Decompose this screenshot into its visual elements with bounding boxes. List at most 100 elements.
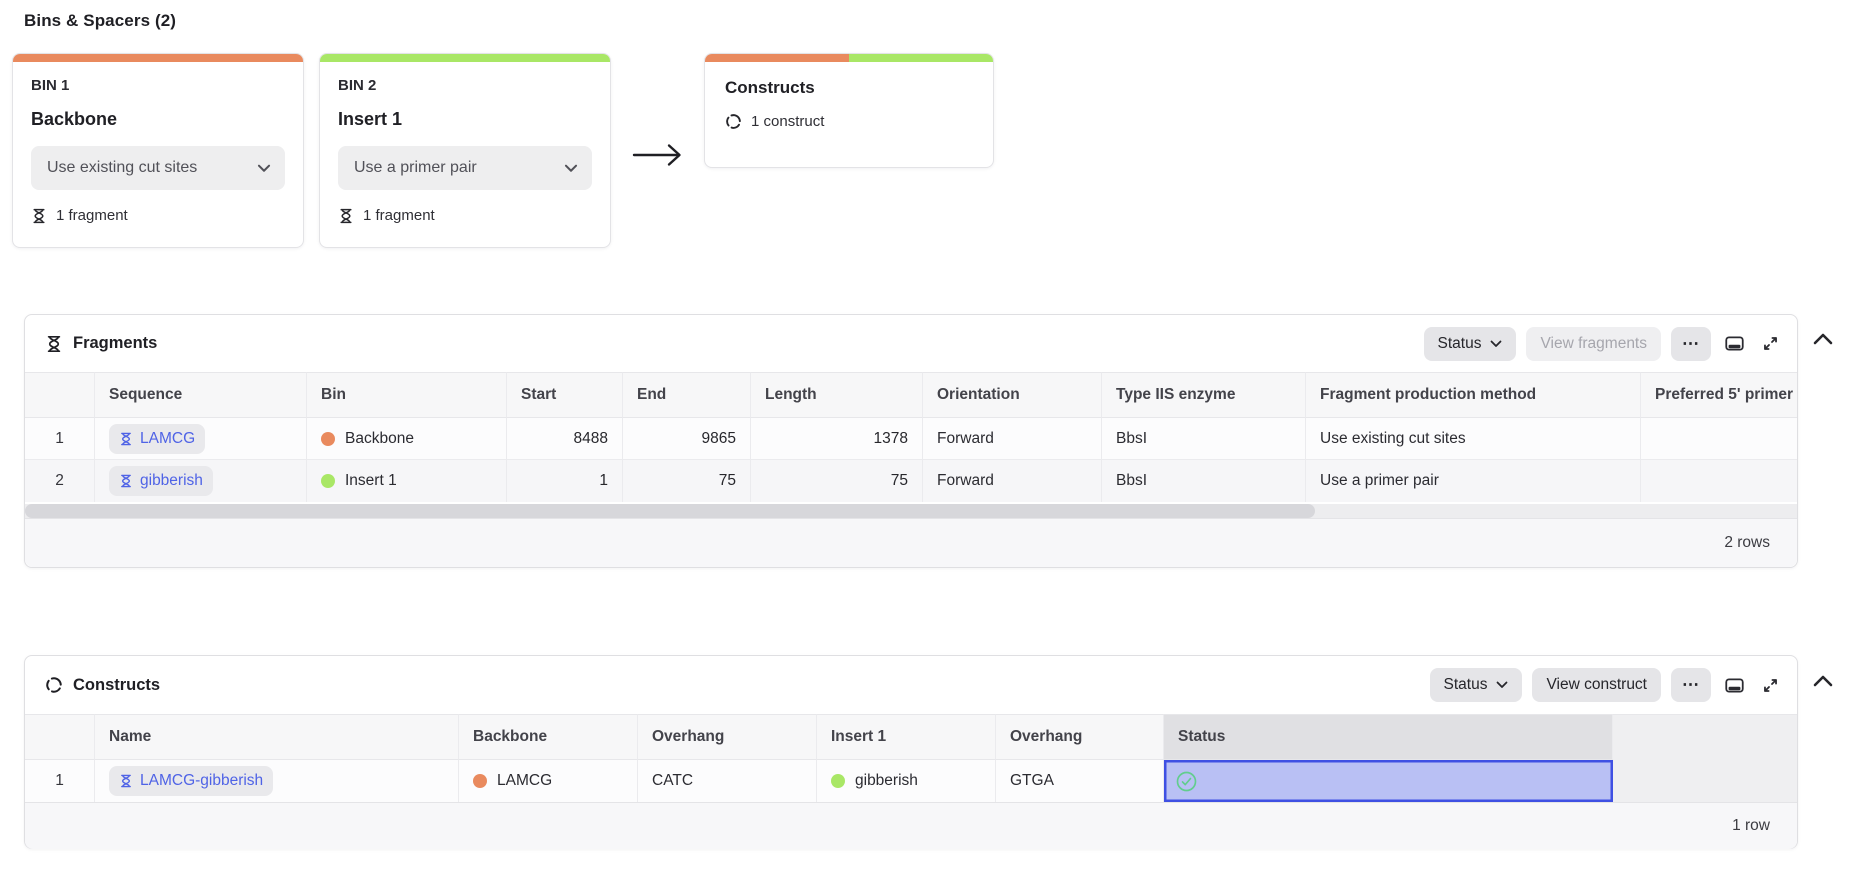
view-fragments-button[interactable]: View fragments: [1526, 326, 1661, 361]
bin2-name: Insert 1: [338, 109, 403, 129]
enzyme-cell[interactable]: BbsI: [1102, 418, 1306, 460]
constructs-color-left: [705, 54, 849, 62]
constructs-panel-title: Constructs: [45, 676, 160, 695]
construct-link-label: LAMCG-gibberish: [140, 772, 264, 789]
overhang-cell[interactable]: GTGA: [996, 760, 1164, 802]
backbone-cell-label: LAMCG: [497, 772, 553, 789]
row-number[interactable]: 1: [25, 418, 95, 460]
end-cell[interactable]: 9865: [623, 418, 751, 460]
constructs-color-bar: [705, 54, 993, 62]
status-button-label: Status: [1437, 334, 1482, 352]
preferred-primer-cell[interactable]: [1641, 460, 1797, 502]
fragments-status-filter-button[interactable]: Status: [1423, 326, 1517, 361]
fragments-footer: 2 rows: [25, 518, 1797, 567]
overhang-cell[interactable]: CATC: [638, 760, 817, 802]
insert-cell-label: gibberish: [855, 772, 918, 789]
constructs-card-title: Constructs: [725, 78, 815, 97]
scrollbar-thumb[interactable]: [25, 504, 1315, 518]
dna-fragment-icon: [119, 474, 133, 488]
construct-count-label: 1 construct: [751, 113, 825, 130]
column-header-enzyme[interactable]: Type IIS enzyme: [1102, 372, 1306, 418]
bin2-color-bar: [320, 54, 610, 62]
length-cell[interactable]: 1378: [751, 418, 923, 460]
fragments-more-button[interactable]: ⋯: [1671, 326, 1711, 361]
backbone-cell[interactable]: LAMCG: [459, 760, 638, 802]
construct-link-chip[interactable]: LAMCG-gibberish: [109, 766, 274, 796]
column-header-end[interactable]: End: [623, 372, 751, 418]
column-header-name[interactable]: Name: [95, 714, 459, 760]
length-cell[interactable]: 75: [751, 460, 923, 502]
sequence-cell[interactable]: LAMCG: [95, 418, 307, 460]
production-method-cell[interactable]: Use existing cut sites: [1306, 418, 1641, 460]
column-header-overhang-2[interactable]: Overhang: [996, 714, 1164, 760]
bin1-fragment-count: 1 fragment: [31, 207, 285, 224]
bottom-panel-icon[interactable]: [1721, 331, 1748, 356]
dna-fragment-icon: [119, 432, 133, 446]
expand-icon[interactable]: [1758, 673, 1783, 698]
column-header-insert-1[interactable]: Insert 1: [817, 714, 996, 760]
fragments-panel-header: Fragments Status View fragments ⋯: [25, 315, 1797, 372]
collapse-constructs-chevron-up-icon[interactable]: [1808, 670, 1838, 692]
constructs-card: Constructs 1 construct: [704, 53, 994, 168]
chevron-down-icon: [1490, 340, 1502, 348]
end-cell[interactable]: 75: [623, 460, 751, 502]
sequence-cell[interactable]: gibberish: [95, 460, 307, 502]
sequence-link-chip[interactable]: gibberish: [109, 466, 213, 496]
constructs-footer: 1 row: [25, 802, 1797, 849]
production-method-cell[interactable]: Use a primer pair: [1306, 460, 1641, 502]
constructs-more-button[interactable]: ⋯: [1671, 668, 1711, 702]
constructs-panel-header: Constructs Status View construct ⋯: [25, 656, 1797, 714]
column-header-preferred-primer[interactable]: Preferred 5' primer: [1641, 372, 1797, 418]
view-construct-button[interactable]: View construct: [1532, 668, 1661, 702]
column-header-orientation[interactable]: Orientation: [923, 372, 1102, 418]
row-number[interactable]: 2: [25, 460, 95, 502]
bin-cell[interactable]: Backbone: [307, 418, 507, 460]
bins-row: BIN 1 Backbone Use existing cut sites 1 …: [12, 53, 994, 248]
column-header-status[interactable]: Status: [1164, 714, 1613, 760]
bin-cell-label: Insert 1: [345, 472, 397, 489]
start-cell[interactable]: 1: [507, 460, 623, 502]
expand-icon[interactable]: [1758, 331, 1783, 356]
bin-cell[interactable]: Insert 1: [307, 460, 507, 502]
status-cell-selected[interactable]: [1164, 760, 1613, 802]
insert-cell[interactable]: gibberish: [817, 760, 996, 802]
start-cell[interactable]: 8488: [507, 418, 623, 460]
bin2-method-select[interactable]: Use a primer pair: [338, 146, 592, 190]
orientation-cell[interactable]: Forward: [923, 418, 1102, 460]
orientation-cell[interactable]: Forward: [923, 460, 1102, 502]
bin2-count-label: 1 fragment: [363, 207, 435, 224]
constructs-color-right: [849, 54, 993, 62]
dna-fragment-icon: [119, 774, 133, 788]
chevron-down-icon: [564, 164, 578, 173]
horizontal-scrollbar: [25, 504, 1797, 518]
column-header-overhang-1[interactable]: Overhang: [638, 714, 817, 760]
column-header-bin[interactable]: Bin: [307, 372, 507, 418]
column-header-rownum[interactable]: [25, 714, 95, 760]
column-header-backbone[interactable]: Backbone: [459, 714, 638, 760]
column-header-production-method[interactable]: Fragment production method: [1306, 372, 1641, 418]
construct-count: 1 construct: [725, 113, 973, 130]
collapse-fragments-chevron-up-icon[interactable]: [1808, 328, 1838, 350]
preferred-primer-cell[interactable]: [1641, 418, 1797, 460]
sequence-link-chip[interactable]: LAMCG: [109, 423, 206, 454]
constructs-panel: Constructs Status View construct ⋯: [24, 655, 1798, 849]
constructs-status-filter-button[interactable]: Status: [1429, 668, 1523, 702]
bottom-panel-icon[interactable]: [1721, 673, 1748, 698]
column-header-length[interactable]: Length: [751, 372, 923, 418]
column-header-start[interactable]: Start: [507, 372, 623, 418]
bin1-count-label: 1 fragment: [56, 207, 128, 224]
bin-color-dot: [321, 431, 335, 446]
success-check-icon: [1175, 770, 1198, 793]
bin1-method-value: Use existing cut sites: [47, 159, 198, 176]
column-header-rownum[interactable]: [25, 372, 95, 418]
construct-name-cell[interactable]: LAMCG-gibberish: [95, 760, 459, 802]
header-filler: [1613, 714, 1797, 760]
sequence-link-label: LAMCG: [140, 429, 196, 447]
fragment-icon: [45, 335, 63, 353]
bin1-method-select[interactable]: Use existing cut sites: [31, 146, 285, 190]
enzyme-cell[interactable]: BbsI: [1102, 460, 1306, 502]
fragments-panel: Fragments Status View fragments ⋯: [24, 314, 1798, 568]
column-header-sequence[interactable]: Sequence: [95, 372, 307, 418]
row-number[interactable]: 1: [25, 760, 95, 802]
